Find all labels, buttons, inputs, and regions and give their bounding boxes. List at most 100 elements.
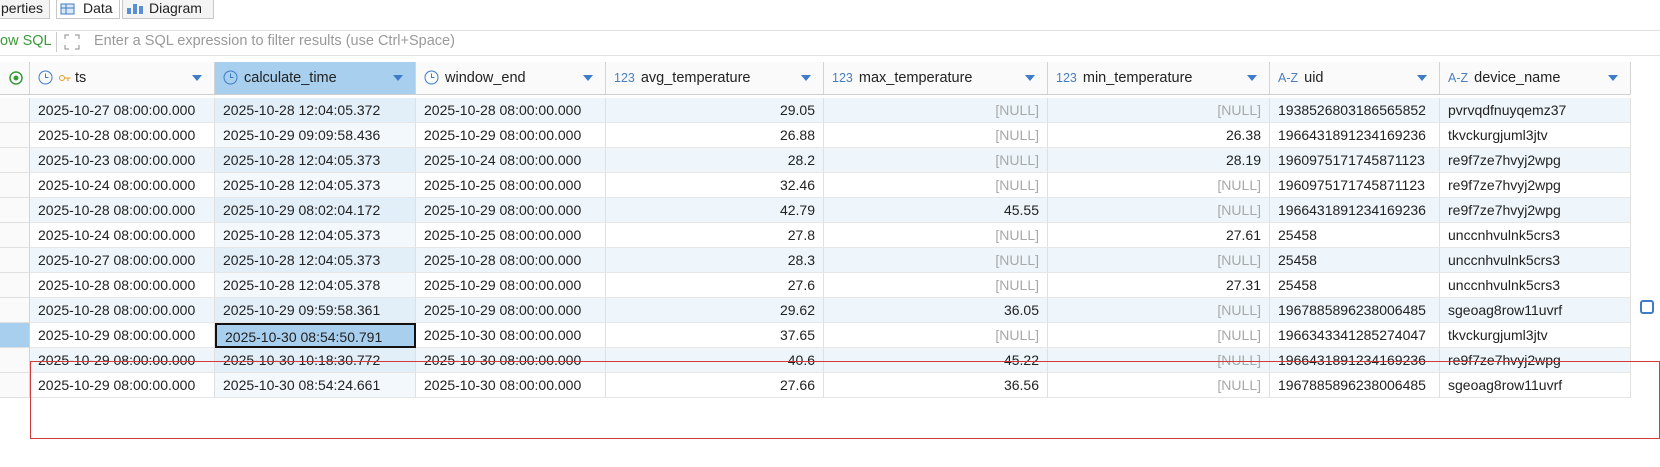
tab[interactable]: perties <box>0 0 50 19</box>
cell[interactable]: 26.88 <box>606 123 824 148</box>
cell[interactable]: unccnhvulnk5crs3 <box>1440 248 1631 273</box>
cell[interactable]: [NULL] <box>1048 323 1270 348</box>
column-header[interactable]: window_end <box>416 62 606 95</box>
column-header[interactable]: 123 max_temperature <box>824 62 1048 95</box>
column-header[interactable]: A-Z device_name <box>1440 62 1631 95</box>
cell[interactable]: 25458 <box>1270 248 1440 273</box>
cell[interactable]: 2025-10-29 09:09:58.436 <box>215 123 416 148</box>
cell[interactable]: 36.56 <box>824 373 1048 398</box>
cell[interactable]: 2025-10-28 08:00:00.000 <box>30 198 215 223</box>
cell[interactable]: pvrvqdfnuyqemz37 <box>1440 98 1631 123</box>
cell[interactable]: 2025-10-30 08:00:00.000 <box>416 323 606 348</box>
cell[interactable]: 2025-10-30 08:00:00.000 <box>416 348 606 373</box>
cell[interactable]: 26.38 <box>1048 123 1270 148</box>
cell[interactable]: 25458 <box>1270 223 1440 248</box>
cell[interactable]: 29.62 <box>606 298 824 323</box>
cell[interactable]: 32.46 <box>606 173 824 198</box>
cell[interactable]: 2025-10-29 09:59:58.361 <box>215 298 416 323</box>
cell[interactable]: tkvckurgjuml3jtv <box>1440 123 1631 148</box>
cell[interactable]: 2025-10-28 12:04:05.373 <box>215 148 416 173</box>
filter-label[interactable]: ow SQL <box>0 33 52 49</box>
cell[interactable]: [NULL] <box>824 248 1048 273</box>
cell[interactable]: 2025-10-29 08:00:00.000 <box>30 348 215 373</box>
cell[interactable]: 2025-10-28 12:04:05.373 <box>215 223 416 248</box>
cell[interactable]: 25458 <box>1270 273 1440 298</box>
cell[interactable]: 2025-10-25 08:00:00.000 <box>416 173 606 198</box>
cell[interactable]: 45.22 <box>824 348 1048 373</box>
cell[interactable]: 2025-10-28 08:00:00.000 <box>30 298 215 323</box>
cell[interactable]: 1966431891234169236 <box>1270 198 1440 223</box>
cell[interactable]: 2025-10-28 12:04:05.372 <box>215 98 416 123</box>
cell[interactable]: 2025-10-25 08:00:00.000 <box>416 223 606 248</box>
cell[interactable]: 1938526803186565852 <box>1270 98 1440 123</box>
cell[interactable]: 2025-10-28 08:00:00.000 <box>416 98 606 123</box>
column-header[interactable]: ts <box>30 62 215 95</box>
cell[interactable]: 28.3 <box>606 248 824 273</box>
cell[interactable]: re9f7ze7hvyj2wpg <box>1440 198 1631 223</box>
cell[interactable]: 2025-10-27 08:00:00.000 <box>30 248 215 273</box>
cell[interactable]: 2025-10-29 08:00:00.000 <box>30 323 215 348</box>
cell[interactable]: 28.2 <box>606 148 824 173</box>
cell[interactable]: [NULL] <box>1048 298 1270 323</box>
cell[interactable]: 2025-10-28 08:00:00.000 <box>416 248 606 273</box>
cell[interactable]: sgeoag8row11uvrf <box>1440 373 1631 398</box>
cell[interactable]: 27.6 <box>606 273 824 298</box>
cell[interactable]: [NULL] <box>824 323 1048 348</box>
cell[interactable]: 42.79 <box>606 198 824 223</box>
cell[interactable]: 27.31 <box>1048 273 1270 298</box>
tab[interactable]: Diagram <box>122 0 214 19</box>
cell[interactable]: [NULL] <box>1048 248 1270 273</box>
cell[interactable]: 2025-10-23 08:00:00.000 <box>30 148 215 173</box>
cell[interactable]: 1967885896238006485 <box>1270 373 1440 398</box>
cell[interactable]: 2025-10-28 12:04:05.373 <box>215 248 416 273</box>
cell[interactable]: [NULL] <box>824 123 1048 148</box>
cell[interactable]: 2025-10-27 08:00:00.000 <box>30 98 215 123</box>
cell[interactable]: 1966343341285274047 <box>1270 323 1440 348</box>
cell[interactable]: [NULL] <box>1048 198 1270 223</box>
cell[interactable]: 40.6 <box>606 348 824 373</box>
cell[interactable]: 2025-10-30 08:54:50.791 <box>215 323 416 348</box>
column-header[interactable]: 123 avg_temperature <box>606 62 824 95</box>
cell[interactable]: re9f7ze7hvyj2wpg <box>1440 173 1631 198</box>
cell[interactable]: 1966431891234169236 <box>1270 123 1440 148</box>
cell[interactable]: 27.66 <box>606 373 824 398</box>
cell[interactable]: 1960975171745871123 <box>1270 148 1440 173</box>
cell[interactable]: 2025-10-24 08:00:00.000 <box>30 223 215 248</box>
cell[interactable]: 2025-10-24 08:00:00.000 <box>30 173 215 198</box>
cell[interactable]: 2025-10-28 12:04:05.378 <box>215 273 416 298</box>
column-header[interactable]: 123 min_temperature <box>1048 62 1270 95</box>
cell[interactable]: 1967885896238006485 <box>1270 298 1440 323</box>
cell[interactable]: 2025-10-24 08:00:00.000 <box>416 148 606 173</box>
cell[interactable]: 2025-10-29 08:00:00.000 <box>416 198 606 223</box>
cell[interactable]: 2025-10-30 08:54:24.661 <box>215 373 416 398</box>
cell[interactable]: 2025-10-29 08:02:04.172 <box>215 198 416 223</box>
cell[interactable]: [NULL] <box>824 273 1048 298</box>
cell[interactable]: [NULL] <box>1048 173 1270 198</box>
cell[interactable]: 27.61 <box>1048 223 1270 248</box>
cell[interactable]: 2025-10-29 08:00:00.000 <box>30 373 215 398</box>
filter-input[interactable]: Enter a SQL expression to filter results… <box>94 33 455 49</box>
cell[interactable]: [NULL] <box>824 98 1048 123</box>
cell[interactable]: 2025-10-29 08:00:00.000 <box>416 298 606 323</box>
cell[interactable]: [NULL] <box>824 173 1048 198</box>
cell[interactable]: 29.05 <box>606 98 824 123</box>
cell[interactable]: 2025-10-29 08:00:00.000 <box>416 123 606 148</box>
cell[interactable]: tkvckurgjuml3jtv <box>1440 323 1631 348</box>
cell[interactable]: re9f7ze7hvyj2wpg <box>1440 348 1631 373</box>
cell[interactable]: 1966431891234169236 <box>1270 348 1440 373</box>
cell[interactable]: 2025-10-28 12:04:05.373 <box>215 173 416 198</box>
cell[interactable]: sgeoag8row11uvrf <box>1440 298 1631 323</box>
cell[interactable]: 45.55 <box>824 198 1048 223</box>
cell[interactable]: [NULL] <box>1048 373 1270 398</box>
cell[interactable]: 2025-10-28 08:00:00.000 <box>30 273 215 298</box>
cell[interactable]: 28.19 <box>1048 148 1270 173</box>
cell[interactable]: 36.05 <box>824 298 1048 323</box>
cell[interactable]: 1960975171745871123 <box>1270 173 1440 198</box>
column-header[interactable]: A-Z uid <box>1270 62 1440 95</box>
cell[interactable]: [NULL] <box>1048 98 1270 123</box>
cell[interactable]: 2025-10-30 10:18:30.772 <box>215 348 416 373</box>
cell[interactable]: unccnhvulnk5crs3 <box>1440 273 1631 298</box>
cell[interactable]: [NULL] <box>824 148 1048 173</box>
cell[interactable]: [NULL] <box>824 223 1048 248</box>
cell[interactable]: 37.65 <box>606 323 824 348</box>
